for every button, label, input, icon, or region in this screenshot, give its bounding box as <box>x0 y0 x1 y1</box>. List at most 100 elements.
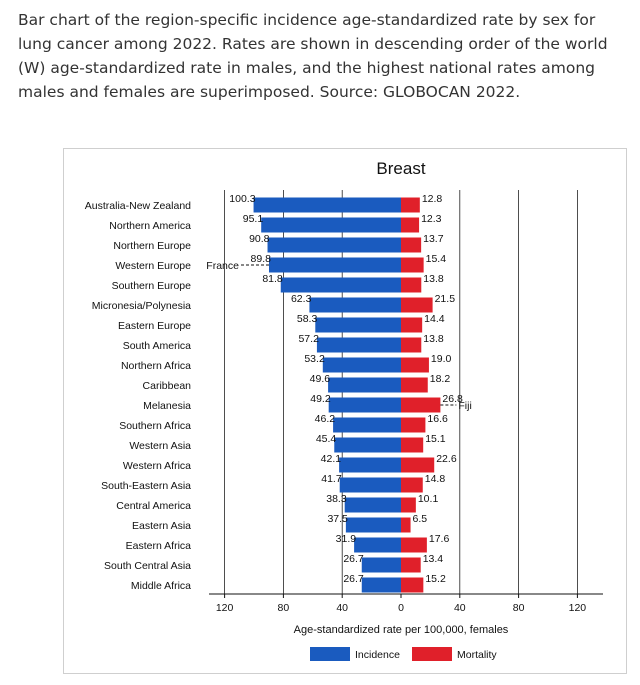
mortality-value-label: 13.8 <box>423 273 444 285</box>
incidence-bar <box>253 197 401 213</box>
category-label: Melanesia <box>143 400 191 412</box>
x-tick-label: 40 <box>336 602 348 614</box>
legend-swatch-incidence <box>310 647 350 661</box>
mortality-bar <box>401 457 435 473</box>
category-label: South America <box>123 340 191 352</box>
mortality-value-label: 14.8 <box>425 473 446 485</box>
incidence-value-label: 53.2 <box>304 353 325 365</box>
mortality-value-label: 13.8 <box>423 333 444 345</box>
incidence-value-label: 81.8 <box>262 273 283 285</box>
category-label: Caribbean <box>143 380 192 392</box>
legend-label-incidence: Incidence <box>355 649 400 661</box>
category-label: Eastern Asia <box>132 520 191 532</box>
incidence-value-label: 95.1 <box>243 213 264 225</box>
category-label: Southern Africa <box>119 420 191 432</box>
mortality-value-label: 14.4 <box>424 313 445 325</box>
incidence-value-label: 57.2 <box>298 333 319 345</box>
mortality-value-label: 18.2 <box>430 373 451 385</box>
mortality-bar <box>401 257 424 273</box>
x-tick-label: 80 <box>278 602 290 614</box>
mortality-value-label: 17.6 <box>429 533 450 545</box>
legend-swatch-mortality <box>412 647 452 661</box>
x-tick-label: 80 <box>513 602 525 614</box>
mortality-value-label: 15.1 <box>425 433 446 445</box>
category-label: Central America <box>116 500 191 512</box>
mortality-bar <box>401 557 421 573</box>
mortality-bar <box>401 277 422 293</box>
incidence-value-label: 41.7 <box>321 473 342 485</box>
incidence-bar <box>361 577 401 593</box>
incidence-value-label: 62.3 <box>291 293 312 305</box>
incidence-bar <box>339 457 401 473</box>
incidence-bar <box>361 557 401 573</box>
incidence-bar <box>328 397 401 413</box>
category-label: Australia-New Zealand <box>85 200 191 212</box>
incidence-bar <box>268 257 401 273</box>
labels: Australia-New Zealand 100.3 12.8 Northern A… <box>85 193 472 592</box>
mortality-value-label: 12.3 <box>421 213 442 225</box>
mortality-value-label: 10.1 <box>418 493 439 505</box>
incidence-value-label: 42.1 <box>321 453 342 465</box>
incidence-value-label: 45.4 <box>316 433 337 445</box>
legend-label-mortality: Mortality <box>457 649 497 661</box>
incidence-value-label: 58.3 <box>297 313 318 325</box>
incidence-bar <box>261 217 401 233</box>
category-label: Eastern Africa <box>126 540 192 552</box>
mortality-bar <box>401 377 428 393</box>
mortality-value-label: 26.8 <box>442 393 463 405</box>
mortality-bar <box>401 397 441 413</box>
mortality-value-label: 15.2 <box>425 573 446 585</box>
category-label: Southern Europe <box>112 280 192 292</box>
mortality-value-label: 22.6 <box>436 453 457 465</box>
incidence-bar <box>333 417 401 433</box>
incidence-value-label: 49.6 <box>310 373 331 385</box>
category-label: Northern America <box>109 220 191 232</box>
incidence-value-label: 49.2 <box>310 393 331 405</box>
mortality-value-label: 12.8 <box>422 193 443 205</box>
incidence-value-label: 31.9 <box>336 533 357 545</box>
incidence-bar <box>354 537 401 553</box>
incidence-bar <box>339 477 401 493</box>
x-tick-label: 0 <box>398 602 404 614</box>
incidence-bar <box>309 297 401 313</box>
incidence-value-label: 46.2 <box>315 413 336 425</box>
mortality-value-label: 13.7 <box>423 233 444 245</box>
incidence-bar <box>328 377 401 393</box>
incidence-value-label: 26.7 <box>343 553 364 565</box>
category-label: Northern Africa <box>121 360 191 372</box>
category-label: Micronesia/Polynesia <box>92 300 191 312</box>
mortality-bar <box>401 537 427 553</box>
mortality-value-label: 15.4 <box>426 253 447 265</box>
chart-title: Breast <box>376 159 425 178</box>
incidence-bar <box>316 337 401 353</box>
mortality-bar <box>401 357 429 373</box>
category-label: South-Eastern Asia <box>101 480 191 492</box>
mortality-value-label: 21.5 <box>435 293 456 305</box>
incidence-value-label: 100.3 <box>229 193 255 205</box>
incidence-bar <box>280 277 401 293</box>
category-label: Eastern Europe <box>118 320 191 332</box>
incidence-bar <box>267 237 401 253</box>
category-label: Western Europe <box>115 260 191 272</box>
x-tick-label: 120 <box>216 602 234 614</box>
mortality-bar <box>401 197 420 213</box>
category-label: Middle Africa <box>131 580 191 592</box>
incidence-value-label: 38.3 <box>326 493 347 505</box>
mortality-value-label: 6.5 <box>413 513 428 525</box>
mortality-bar <box>401 297 433 313</box>
incidence-value-label: 89.8 <box>251 253 272 265</box>
category-label: Western Africa <box>123 460 191 472</box>
annotation-label-mortality: Fiji <box>458 400 471 412</box>
figure-caption: Bar chart of the region-specific inciden… <box>18 11 608 101</box>
mortality-value-label: 16.6 <box>427 413 448 425</box>
incidence-bar <box>334 437 401 453</box>
incidence-value-label: 26.7 <box>343 573 364 585</box>
mortality-bar <box>401 237 422 253</box>
annotation-label-incidence: France <box>206 260 239 272</box>
mortality-bar <box>401 337 422 353</box>
mortality-value-label: 19.0 <box>431 353 452 365</box>
incidence-bar <box>322 357 401 373</box>
bars <box>253 197 441 593</box>
x-tick-label: 120 <box>569 602 587 614</box>
